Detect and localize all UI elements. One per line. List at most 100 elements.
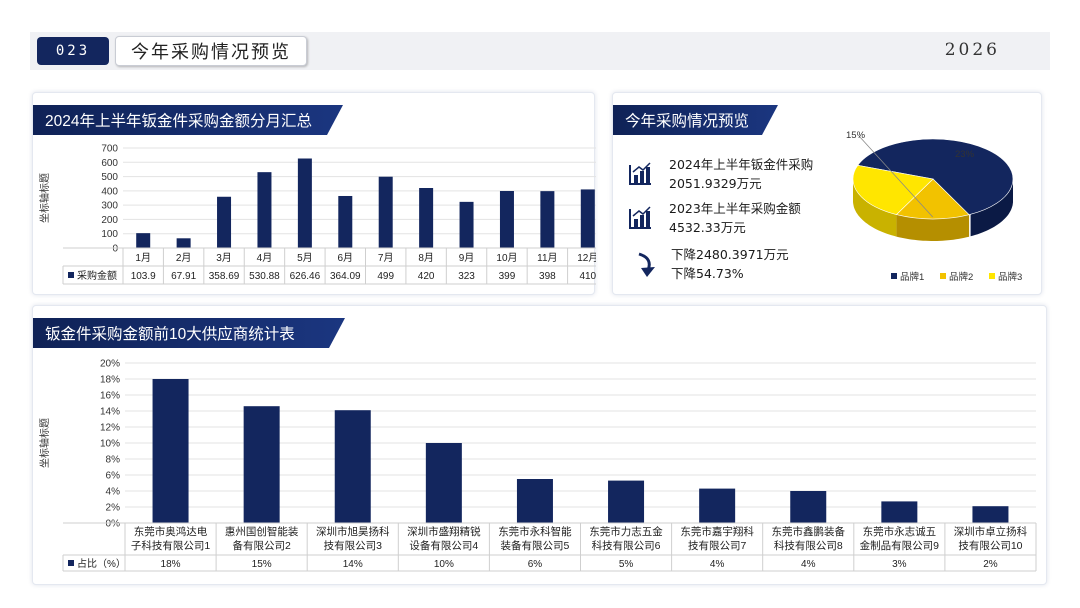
bar	[217, 196, 232, 248]
bar	[790, 491, 827, 523]
table-value: 3%	[892, 559, 907, 570]
pie-legend-label: 品牌2	[949, 271, 973, 283]
y-tick-label: 400	[101, 186, 118, 197]
y-tick-label: 100	[101, 229, 118, 240]
category-label: 10月	[496, 252, 517, 264]
category-label: 东莞市永志诚五	[863, 525, 937, 538]
table-value: 358.69	[209, 271, 240, 282]
y-tick-label: 500	[101, 172, 118, 183]
table-value: 103.9	[131, 271, 156, 282]
pie-label: 23%	[955, 149, 975, 160]
legend-label: 采购金额	[77, 269, 117, 282]
category-label: 3月	[216, 252, 232, 264]
y-tick-label: 0	[112, 244, 118, 255]
bar	[378, 176, 393, 248]
y-tick-label: 0%	[106, 519, 121, 530]
category-label: 科技有限公司6	[592, 539, 661, 552]
year-label: 2026	[944, 40, 1000, 60]
bar	[699, 488, 736, 523]
category-label: 东莞市力志五金	[589, 525, 663, 538]
category-label: 深圳市旭昊扬科	[316, 525, 390, 538]
category-label: 1月	[135, 252, 151, 264]
bar	[540, 191, 555, 248]
y-tick-label: 300	[101, 201, 118, 212]
bar	[257, 172, 272, 248]
table-value: 420	[418, 271, 435, 282]
pie-legend-swatch	[989, 273, 995, 279]
category-label: 12月	[577, 252, 596, 264]
y-tick-label: 4%	[106, 487, 121, 498]
category-label: 装备有限公司5	[501, 539, 570, 552]
table-value: 18%	[161, 559, 181, 570]
monthly-panel: 2024年上半年钣金件采购金额分月汇总 0 100 200 300 400 500 600 7…	[32, 92, 596, 295]
y-axis-title: 坐标轴标题	[38, 173, 51, 223]
pie-legend-label: 品牌3	[998, 271, 1022, 283]
table-value: 14%	[343, 559, 363, 570]
stat-decline-line1: 下降2480.3971万元	[671, 247, 789, 262]
category-label: 2月	[176, 252, 192, 264]
y-axis-title: 坐标轴标题	[38, 418, 51, 468]
category-label: 技有限公司10	[958, 539, 1022, 552]
pie-legend-label: 品牌1	[900, 271, 924, 283]
bar	[338, 195, 353, 248]
bar-chart-icon	[629, 206, 651, 229]
bar	[425, 443, 462, 523]
monthly-chart: 0 100 200 300 400 500 600 700 坐标轴标题 1月 103.9 2月 67.9…	[38, 144, 596, 285]
supplier-panel-title: 钣金件采购金额前10大供应商统计表	[33, 318, 345, 348]
table-value: 2%	[983, 559, 998, 570]
bar	[516, 479, 553, 523]
category-label: 惠州国创智能装	[225, 525, 299, 538]
pie-slice-side	[896, 214, 970, 241]
brand-pie-chart: 15% 23% 品牌1 品牌2 品牌3	[846, 130, 1022, 283]
y-tick-label: 700	[101, 144, 118, 155]
bar	[881, 501, 918, 523]
pie-slice	[895, 178, 970, 220]
y-tick-label: 18%	[100, 375, 120, 386]
category-label: 技有限公司3	[324, 539, 382, 552]
table-value: 364.09	[330, 271, 361, 282]
category-label: 8月	[418, 252, 434, 264]
stat-decline: 下降2480.3971万元 下降54.73%	[635, 245, 789, 283]
category-label: 东莞市奥鸿达电	[134, 525, 208, 538]
category-label: 9月	[459, 252, 475, 264]
summary-panel-title: 今年采购情况预览	[613, 105, 778, 135]
stat-2024-line1: 2024年上半年钣金件采购	[669, 157, 814, 172]
category-label: 7月	[378, 252, 394, 264]
bar	[499, 191, 514, 248]
y-tick-label: 600	[101, 158, 118, 169]
pie-slice	[857, 138, 1014, 216]
table-value: 399	[499, 271, 516, 282]
supplier-chart: 0% 2% 4% 6% 8% 10% 12% 14% 16% 18% 20% 坐标轴标题东莞市奥鸿达电…	[38, 359, 1037, 572]
bar	[176, 238, 191, 248]
category-label: 深圳市卓立扬科	[954, 525, 1028, 538]
summary-panel: 今年采购情况预览 2024年上半年钣金件采购 2051.9329万元 2023年…	[612, 92, 1042, 295]
y-tick-label: 200	[101, 215, 118, 226]
y-tick-label: 20%	[100, 359, 120, 370]
y-tick-label: 8%	[106, 455, 121, 466]
category-label: 科技有限公司8	[774, 539, 843, 552]
bar	[972, 506, 1009, 523]
table-value: 4%	[801, 559, 816, 570]
category-label: 6月	[338, 252, 354, 264]
bar	[297, 158, 312, 248]
table-value: 6%	[528, 559, 543, 570]
stat-2024-line2: 2051.9329万元	[669, 176, 762, 191]
category-label: 11月	[537, 252, 557, 264]
table-value: 4%	[710, 559, 725, 570]
stat-2023: 2023年上半年采购金额 4532.33万元	[627, 199, 801, 237]
bar-chart-icon	[629, 162, 651, 185]
pie-label: 15%	[846, 130, 866, 141]
stat-2024: 2024年上半年钣金件采购 2051.9329万元	[627, 155, 813, 193]
bar	[136, 233, 151, 248]
y-tick-label: 6%	[106, 471, 121, 482]
table-value: 5%	[619, 559, 634, 570]
table-value: 410	[579, 271, 596, 282]
category-label: 子科技有限公司1	[131, 539, 210, 552]
bar	[243, 406, 280, 523]
bar	[152, 379, 189, 523]
bar	[459, 201, 474, 248]
category-label: 设备有限公司4	[409, 539, 478, 552]
table-value: 398	[539, 271, 556, 282]
category-label: 东莞市嘉宇翔科	[680, 525, 754, 538]
table-value: 67.91	[171, 271, 196, 282]
